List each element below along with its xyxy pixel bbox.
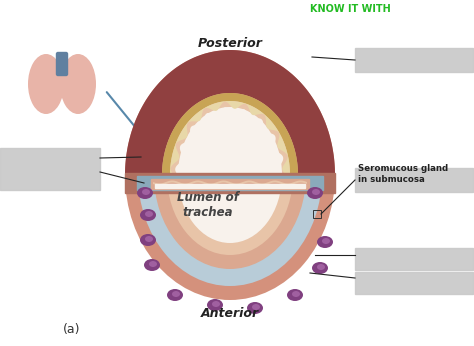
Polygon shape bbox=[162, 93, 298, 175]
Ellipse shape bbox=[172, 291, 180, 297]
Ellipse shape bbox=[140, 234, 156, 246]
Ellipse shape bbox=[125, 50, 335, 300]
Ellipse shape bbox=[167, 95, 293, 255]
Polygon shape bbox=[125, 50, 335, 175]
Ellipse shape bbox=[287, 289, 303, 301]
Ellipse shape bbox=[312, 262, 328, 274]
Polygon shape bbox=[175, 107, 283, 175]
Polygon shape bbox=[155, 184, 305, 188]
Ellipse shape bbox=[307, 187, 323, 199]
Ellipse shape bbox=[317, 236, 333, 248]
Ellipse shape bbox=[60, 54, 96, 114]
FancyBboxPatch shape bbox=[0, 148, 100, 190]
Polygon shape bbox=[151, 179, 309, 189]
Ellipse shape bbox=[312, 189, 320, 195]
Text: (a): (a) bbox=[63, 323, 81, 336]
FancyBboxPatch shape bbox=[355, 272, 473, 294]
Text: Seromucous gland
in submucosa: Seromucous gland in submucosa bbox=[358, 164, 448, 184]
Polygon shape bbox=[170, 101, 290, 175]
Ellipse shape bbox=[28, 54, 64, 114]
Text: Lumen of
trachea: Lumen of trachea bbox=[177, 191, 239, 219]
Ellipse shape bbox=[145, 236, 153, 242]
Text: Posterior: Posterior bbox=[198, 37, 263, 50]
Ellipse shape bbox=[292, 291, 300, 297]
Ellipse shape bbox=[138, 64, 322, 286]
Ellipse shape bbox=[140, 209, 156, 221]
Ellipse shape bbox=[149, 261, 157, 267]
Polygon shape bbox=[137, 176, 323, 190]
Ellipse shape bbox=[322, 238, 330, 244]
Ellipse shape bbox=[317, 264, 325, 270]
Ellipse shape bbox=[154, 81, 306, 269]
Ellipse shape bbox=[178, 107, 282, 243]
FancyBboxPatch shape bbox=[355, 248, 473, 270]
Polygon shape bbox=[125, 173, 335, 193]
FancyBboxPatch shape bbox=[56, 53, 67, 75]
Ellipse shape bbox=[252, 304, 260, 310]
Ellipse shape bbox=[137, 187, 153, 199]
Ellipse shape bbox=[212, 301, 220, 307]
Ellipse shape bbox=[145, 211, 153, 217]
Polygon shape bbox=[153, 181, 307, 185]
Ellipse shape bbox=[247, 302, 263, 314]
Text: KNOW IT WITH: KNOW IT WITH bbox=[310, 4, 391, 14]
FancyBboxPatch shape bbox=[355, 48, 473, 72]
Ellipse shape bbox=[144, 259, 160, 271]
FancyBboxPatch shape bbox=[355, 168, 473, 192]
Ellipse shape bbox=[167, 289, 183, 301]
Ellipse shape bbox=[142, 189, 150, 195]
Text: Anterior: Anterior bbox=[201, 307, 259, 320]
Ellipse shape bbox=[207, 299, 223, 311]
